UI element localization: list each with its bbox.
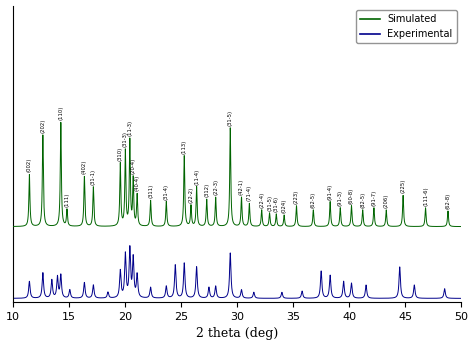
- Text: (223): (223): [294, 190, 299, 204]
- Text: (111-6): (111-6): [423, 186, 428, 206]
- Text: (22-3): (22-3): [213, 179, 218, 195]
- Text: (60-8): (60-8): [349, 188, 354, 204]
- Text: (402): (402): [82, 160, 87, 174]
- Text: (91-7): (91-7): [372, 190, 376, 206]
- Legend: Simulated, Experimental: Simulated, Experimental: [356, 10, 456, 43]
- Text: (91-4): (91-4): [328, 183, 333, 200]
- Text: (71-4): (71-4): [247, 185, 252, 201]
- Text: (31-4): (31-4): [164, 183, 169, 200]
- Text: (110): (110): [58, 106, 64, 120]
- Text: (22-2): (22-2): [189, 186, 193, 203]
- Text: (310): (310): [118, 146, 123, 161]
- Text: (31-1): (31-1): [91, 169, 96, 185]
- Text: (202): (202): [40, 119, 46, 133]
- Text: (91-3): (91-3): [338, 190, 343, 206]
- Text: (22-4): (22-4): [259, 192, 264, 208]
- Text: (311): (311): [148, 184, 153, 198]
- Text: (206): (206): [384, 193, 389, 208]
- Text: (113): (113): [182, 139, 187, 154]
- Text: (024): (024): [282, 199, 287, 213]
- Text: (11-3): (11-3): [128, 120, 132, 136]
- Text: (225): (225): [401, 179, 406, 193]
- Text: (31-5): (31-5): [228, 110, 233, 126]
- Text: (31-5): (31-5): [267, 195, 272, 211]
- Text: (312): (312): [204, 183, 209, 197]
- Text: (82-5): (82-5): [360, 192, 365, 208]
- Text: (62-5): (62-5): [311, 192, 316, 208]
- Text: (31-6): (31-6): [274, 196, 279, 212]
- Text: (62-8): (62-8): [446, 193, 450, 209]
- Text: (20-4): (20-4): [131, 157, 136, 174]
- Text: (11-4): (11-4): [194, 169, 199, 185]
- Text: (40-4): (40-4): [135, 175, 140, 191]
- Text: (31-3): (31-3): [123, 131, 128, 147]
- Text: (002): (002): [27, 158, 32, 173]
- X-axis label: 2 theta (deg): 2 theta (deg): [196, 327, 278, 340]
- Text: (42-1): (42-1): [239, 179, 244, 195]
- Text: (111): (111): [64, 192, 70, 207]
